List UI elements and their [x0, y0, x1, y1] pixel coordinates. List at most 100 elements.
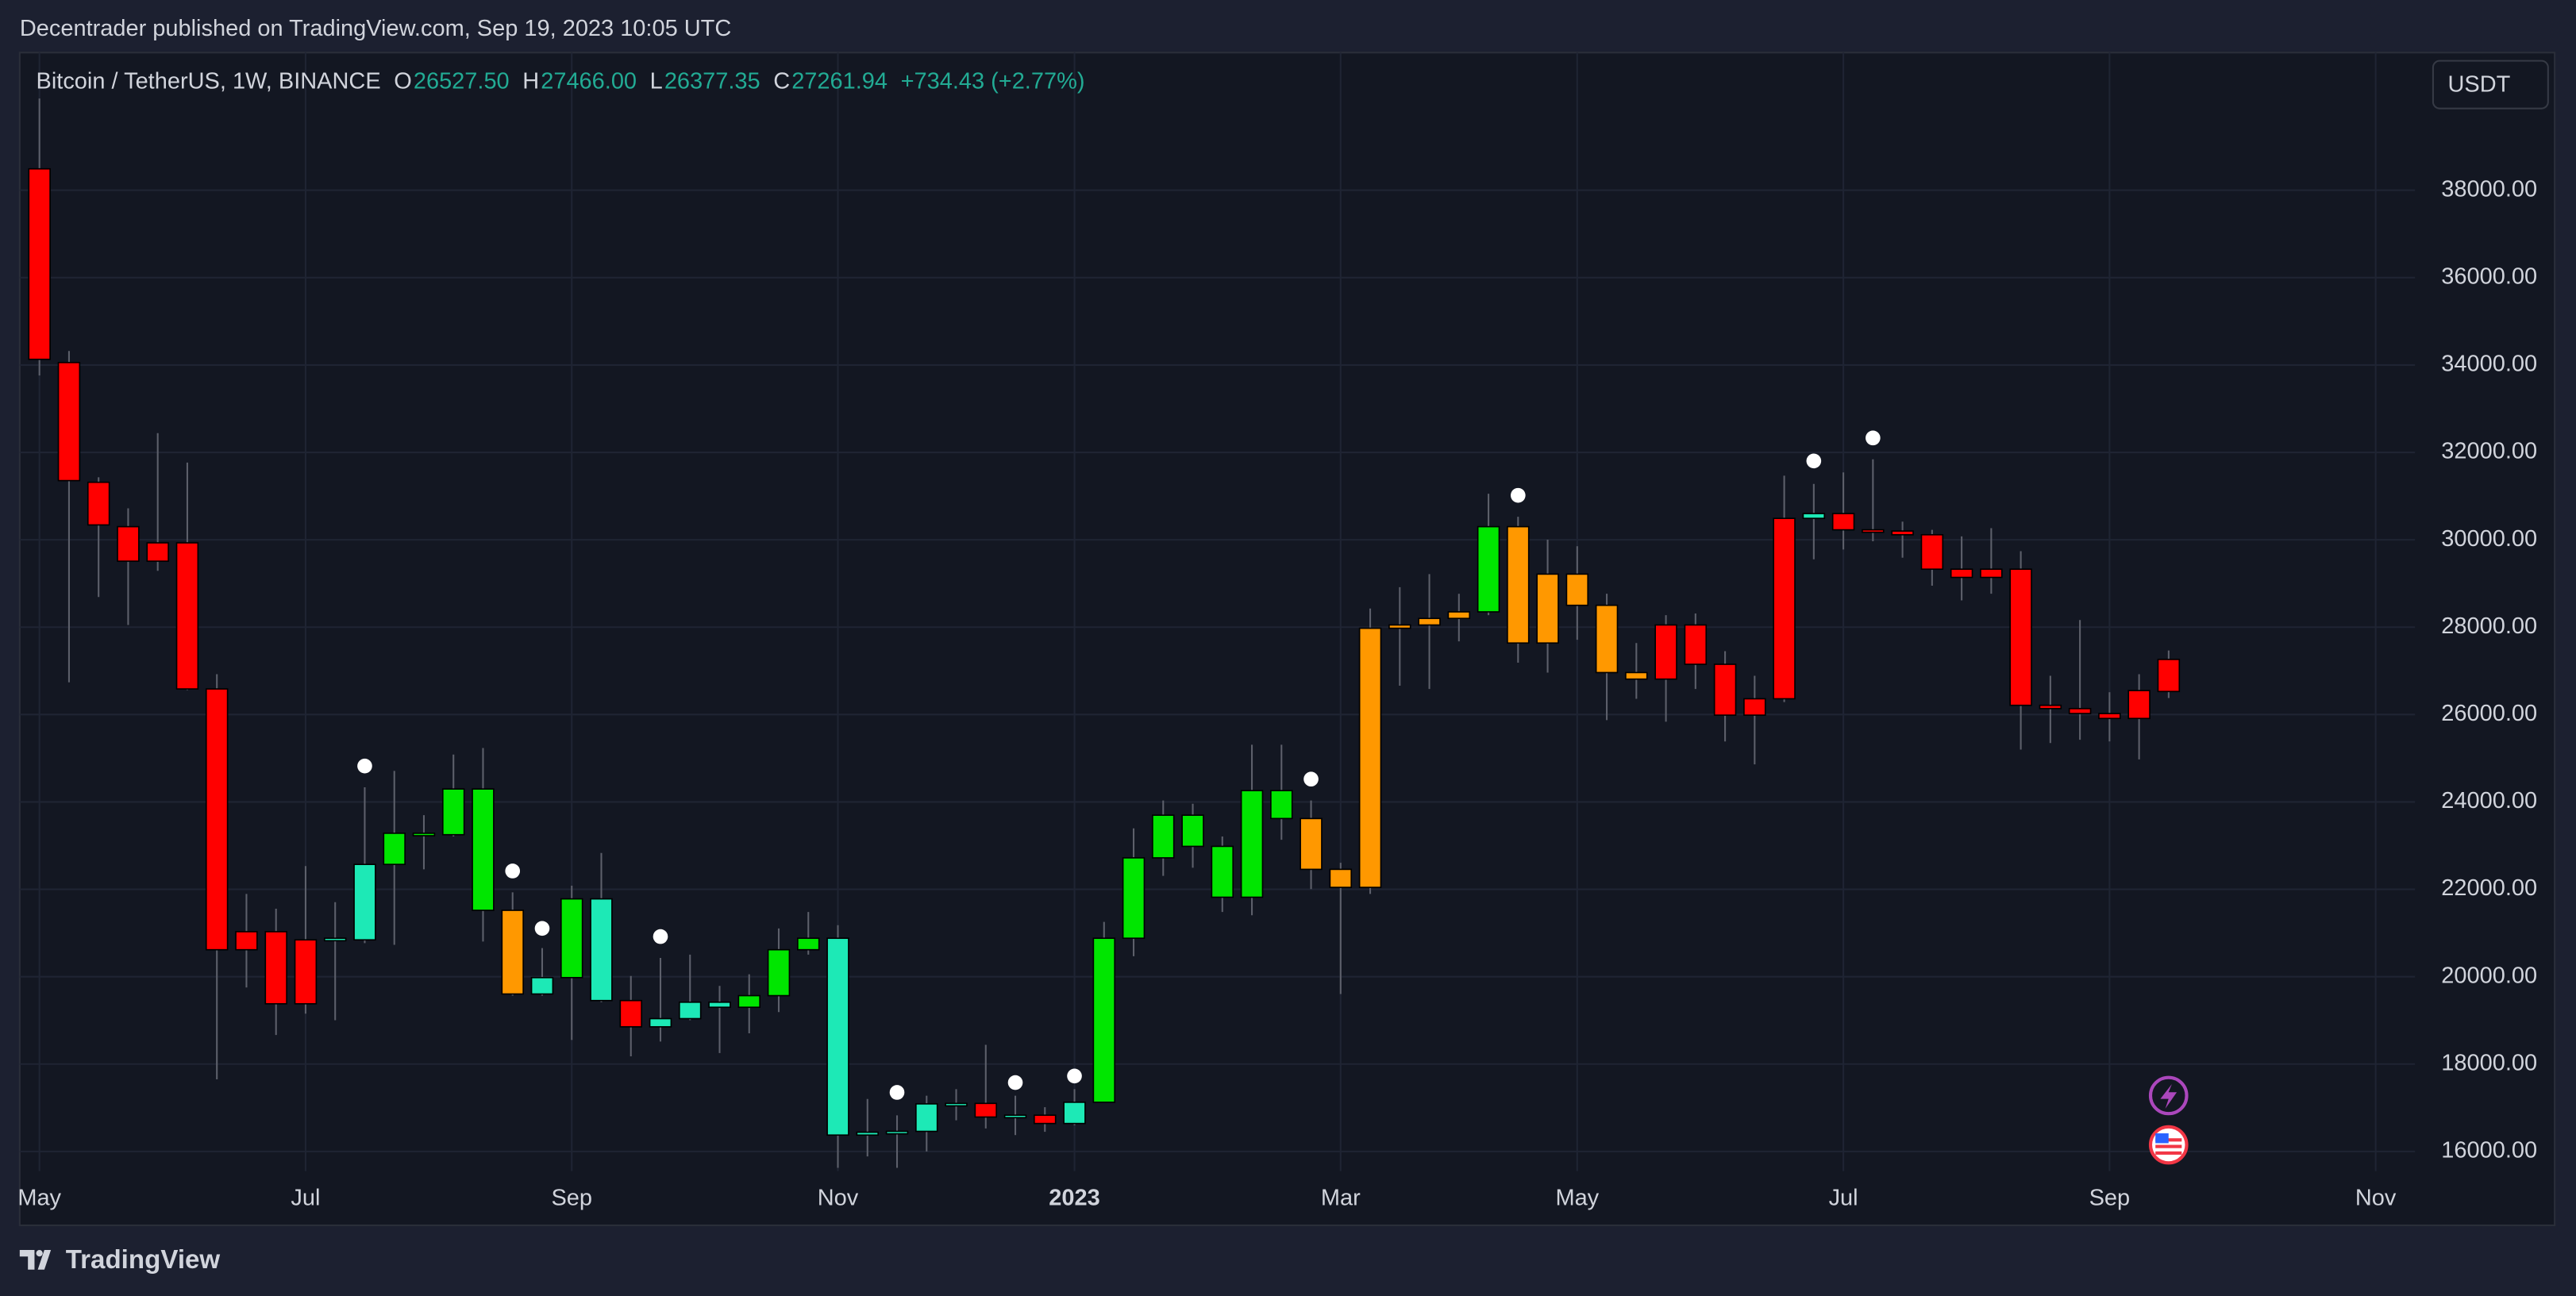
- candle-body: [590, 898, 613, 1002]
- candle-body: [826, 937, 849, 1136]
- signal-dot: [653, 929, 668, 944]
- x-tick-label: Jul: [1829, 1185, 1858, 1210]
- candle-body: [1329, 868, 1353, 888]
- y-tick-label: 34000.00: [2441, 352, 2537, 377]
- x-tick-label: Jul: [291, 1185, 320, 1210]
- candle-body: [175, 542, 199, 690]
- candle-body: [1447, 611, 1471, 620]
- candle-body: [205, 688, 229, 951]
- candle-body: [501, 910, 524, 995]
- candle-body: [57, 361, 81, 482]
- candle-body: [560, 898, 583, 979]
- candle-body: [737, 994, 760, 1009]
- candle-body: [412, 833, 436, 836]
- legend-key: H: [522, 68, 539, 94]
- candle-body: [679, 1001, 702, 1020]
- currency-label[interactable]: USDT: [2447, 71, 2510, 97]
- candle-body: [1181, 814, 1204, 848]
- candle-body: [619, 999, 642, 1028]
- legend-value: 26527.50: [414, 68, 510, 94]
- candle-body: [1831, 513, 1855, 531]
- candle-body: [441, 788, 465, 836]
- legend: Bitcoin / TetherUS, 1W, BINANCE O 26527.50…: [37, 68, 1085, 94]
- candle-body: [1536, 573, 1559, 644]
- legend-value: 26377.35: [664, 68, 760, 94]
- candle-body: [1418, 617, 1441, 626]
- y-tick-label: 20000.00: [2441, 963, 2537, 988]
- chart-frame: [18, 52, 2556, 1226]
- candle-body: [1507, 525, 1530, 644]
- brand: TradingView: [66, 1245, 221, 1275]
- candle-body: [2039, 704, 2062, 710]
- legend-value: 27261.94: [791, 68, 888, 94]
- marks: [28, 98, 2181, 1168]
- signal-dot: [357, 758, 372, 774]
- y-tick-label: 24000.00: [2441, 788, 2537, 813]
- candle-body: [353, 863, 376, 941]
- y-tick-label: 16000.00: [2441, 1138, 2537, 1163]
- candle-body: [1862, 529, 1885, 533]
- candle-body: [472, 788, 495, 911]
- signal-dot: [1806, 453, 1822, 469]
- signal-dot: [1067, 1068, 1082, 1084]
- x-tick-label: May: [17, 1185, 61, 1210]
- candle-body: [264, 931, 287, 1005]
- brand-logo: [19, 1249, 52, 1270]
- candle-body: [856, 1131, 879, 1136]
- candle-body: [1950, 568, 1973, 579]
- candle-body: [2068, 708, 2092, 714]
- candle-body: [1388, 624, 1411, 629]
- signal-dot: [1303, 771, 1319, 787]
- candle-body: [1211, 845, 1234, 898]
- candle-body: [28, 167, 51, 360]
- candle-body: [2009, 568, 2032, 706]
- candle-body: [1122, 857, 1146, 940]
- legend-key: C: [773, 68, 790, 94]
- candle-body: [1003, 1114, 1027, 1119]
- candle-body: [294, 939, 318, 1005]
- candle-body: [2157, 659, 2181, 693]
- candle-body: [1802, 513, 1826, 519]
- signal-dot: [889, 1085, 905, 1100]
- candle-body: [235, 931, 258, 951]
- candle-body: [2127, 690, 2151, 720]
- candle-body: [1654, 624, 1677, 680]
- candle-body: [1773, 517, 1796, 700]
- candle-body: [146, 542, 169, 562]
- x-tick-label: 2023: [1049, 1185, 1099, 1210]
- signal-dot: [505, 863, 521, 879]
- legend-change: +734.43 (+2.77%): [901, 68, 1085, 94]
- candle-body: [1713, 663, 1737, 716]
- candle-body: [1891, 530, 1914, 536]
- candle-body: [797, 937, 820, 951]
- candle-body: [885, 1130, 909, 1135]
- lightning-icon: [2148, 1075, 2189, 1116]
- candle-body: [1743, 698, 1766, 716]
- candle-body: [945, 1102, 968, 1107]
- x-tick-label: Sep: [551, 1185, 592, 1210]
- candle-body: [974, 1102, 998, 1118]
- legend-key: L: [650, 68, 663, 94]
- candle-body: [383, 833, 406, 866]
- x-tick-label: Nov: [2355, 1185, 2397, 1210]
- signal-dot: [534, 921, 550, 936]
- y-tick-label: 36000.00: [2441, 263, 2537, 289]
- candle-body: [708, 1001, 731, 1009]
- candle-body: [1063, 1102, 1086, 1125]
- y-tick-label: 26000.00: [2441, 701, 2537, 726]
- candle-body: [1152, 814, 1175, 859]
- signal-dot: [1007, 1075, 1023, 1090]
- legend-key: O: [394, 68, 412, 94]
- candle-body: [2098, 713, 2121, 720]
- candle-body: [1684, 624, 1708, 665]
- x-tick-label: Nov: [818, 1185, 859, 1210]
- candle-body: [1920, 533, 1944, 571]
- currency-button[interactable]: [2432, 60, 2549, 110]
- grid: [19, 52, 2416, 1171]
- candle-body: [767, 948, 791, 997]
- y-tick-label: 38000.00: [2441, 176, 2537, 202]
- candle-body: [323, 937, 347, 942]
- signal-dot: [1866, 430, 1881, 446]
